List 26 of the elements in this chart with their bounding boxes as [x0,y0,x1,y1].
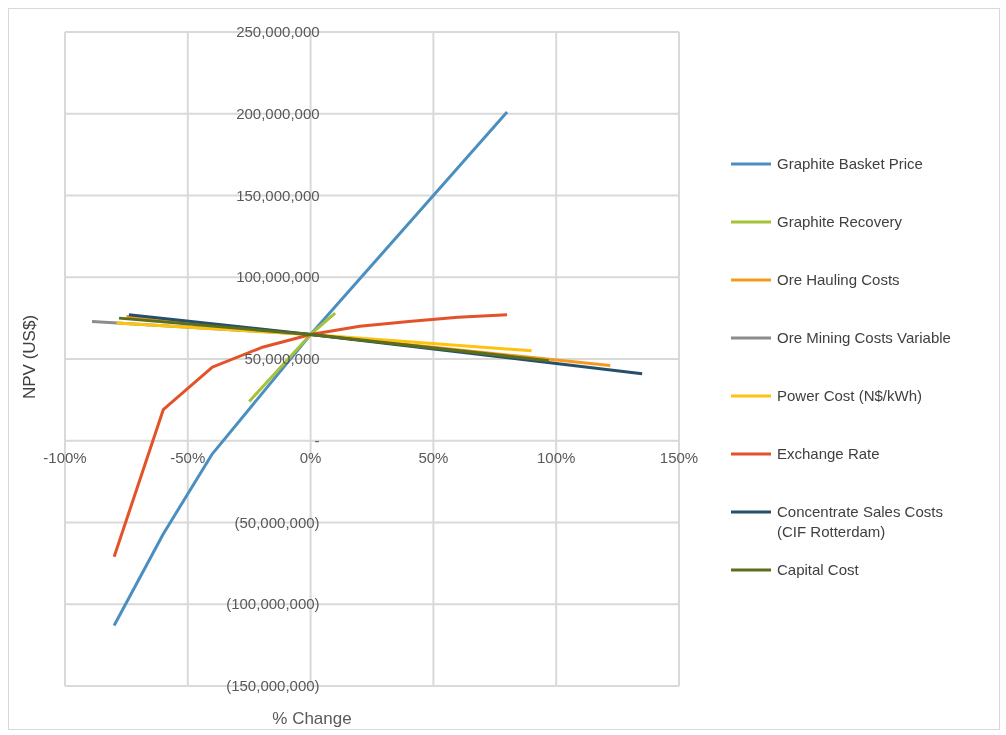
legend-label: Ore Mining Costs Variable [777,328,951,348]
y-tick-label: (150,000,000) [226,677,320,694]
y-tick-label: (100,000,000) [226,595,320,613]
legend-label: Ore Hauling Costs [777,270,900,290]
legend-label: Graphite Basket Price [777,154,923,174]
line-series [112,110,509,628]
legend-label: Graphite Recovery [777,212,903,232]
x-axis-title: % Change [272,709,352,728]
line-series [112,313,509,559]
legend-label: Power Cost (N$/kWh) [777,386,923,406]
y-tick-label: 250,000,000 [236,23,320,40]
y-tick-label: 200,000,000 [236,104,320,122]
y-tick-label: 150,000,000 [236,186,320,204]
y-tick-label: - [314,431,320,449]
y-axis-title: NPV (US$) [20,314,40,399]
x-tick-label: 50% [418,448,449,466]
legend-label: Exchange Rate [777,444,880,464]
legend-label: Concentrate Sales Costs (CIF Rotterdam) [777,502,944,542]
x-tick-label: -50% [170,448,206,466]
x-tick-label: 150% [659,448,699,466]
y-tick-label: (50,000,000) [234,513,320,531]
legend-label: Capital Cost [777,560,859,580]
x-tick-label: 100% [537,448,576,466]
x-tick-label: 0% [299,448,322,466]
y-tick-label: 100,000,000 [236,268,320,286]
x-tick-label: -100% [43,448,87,466]
